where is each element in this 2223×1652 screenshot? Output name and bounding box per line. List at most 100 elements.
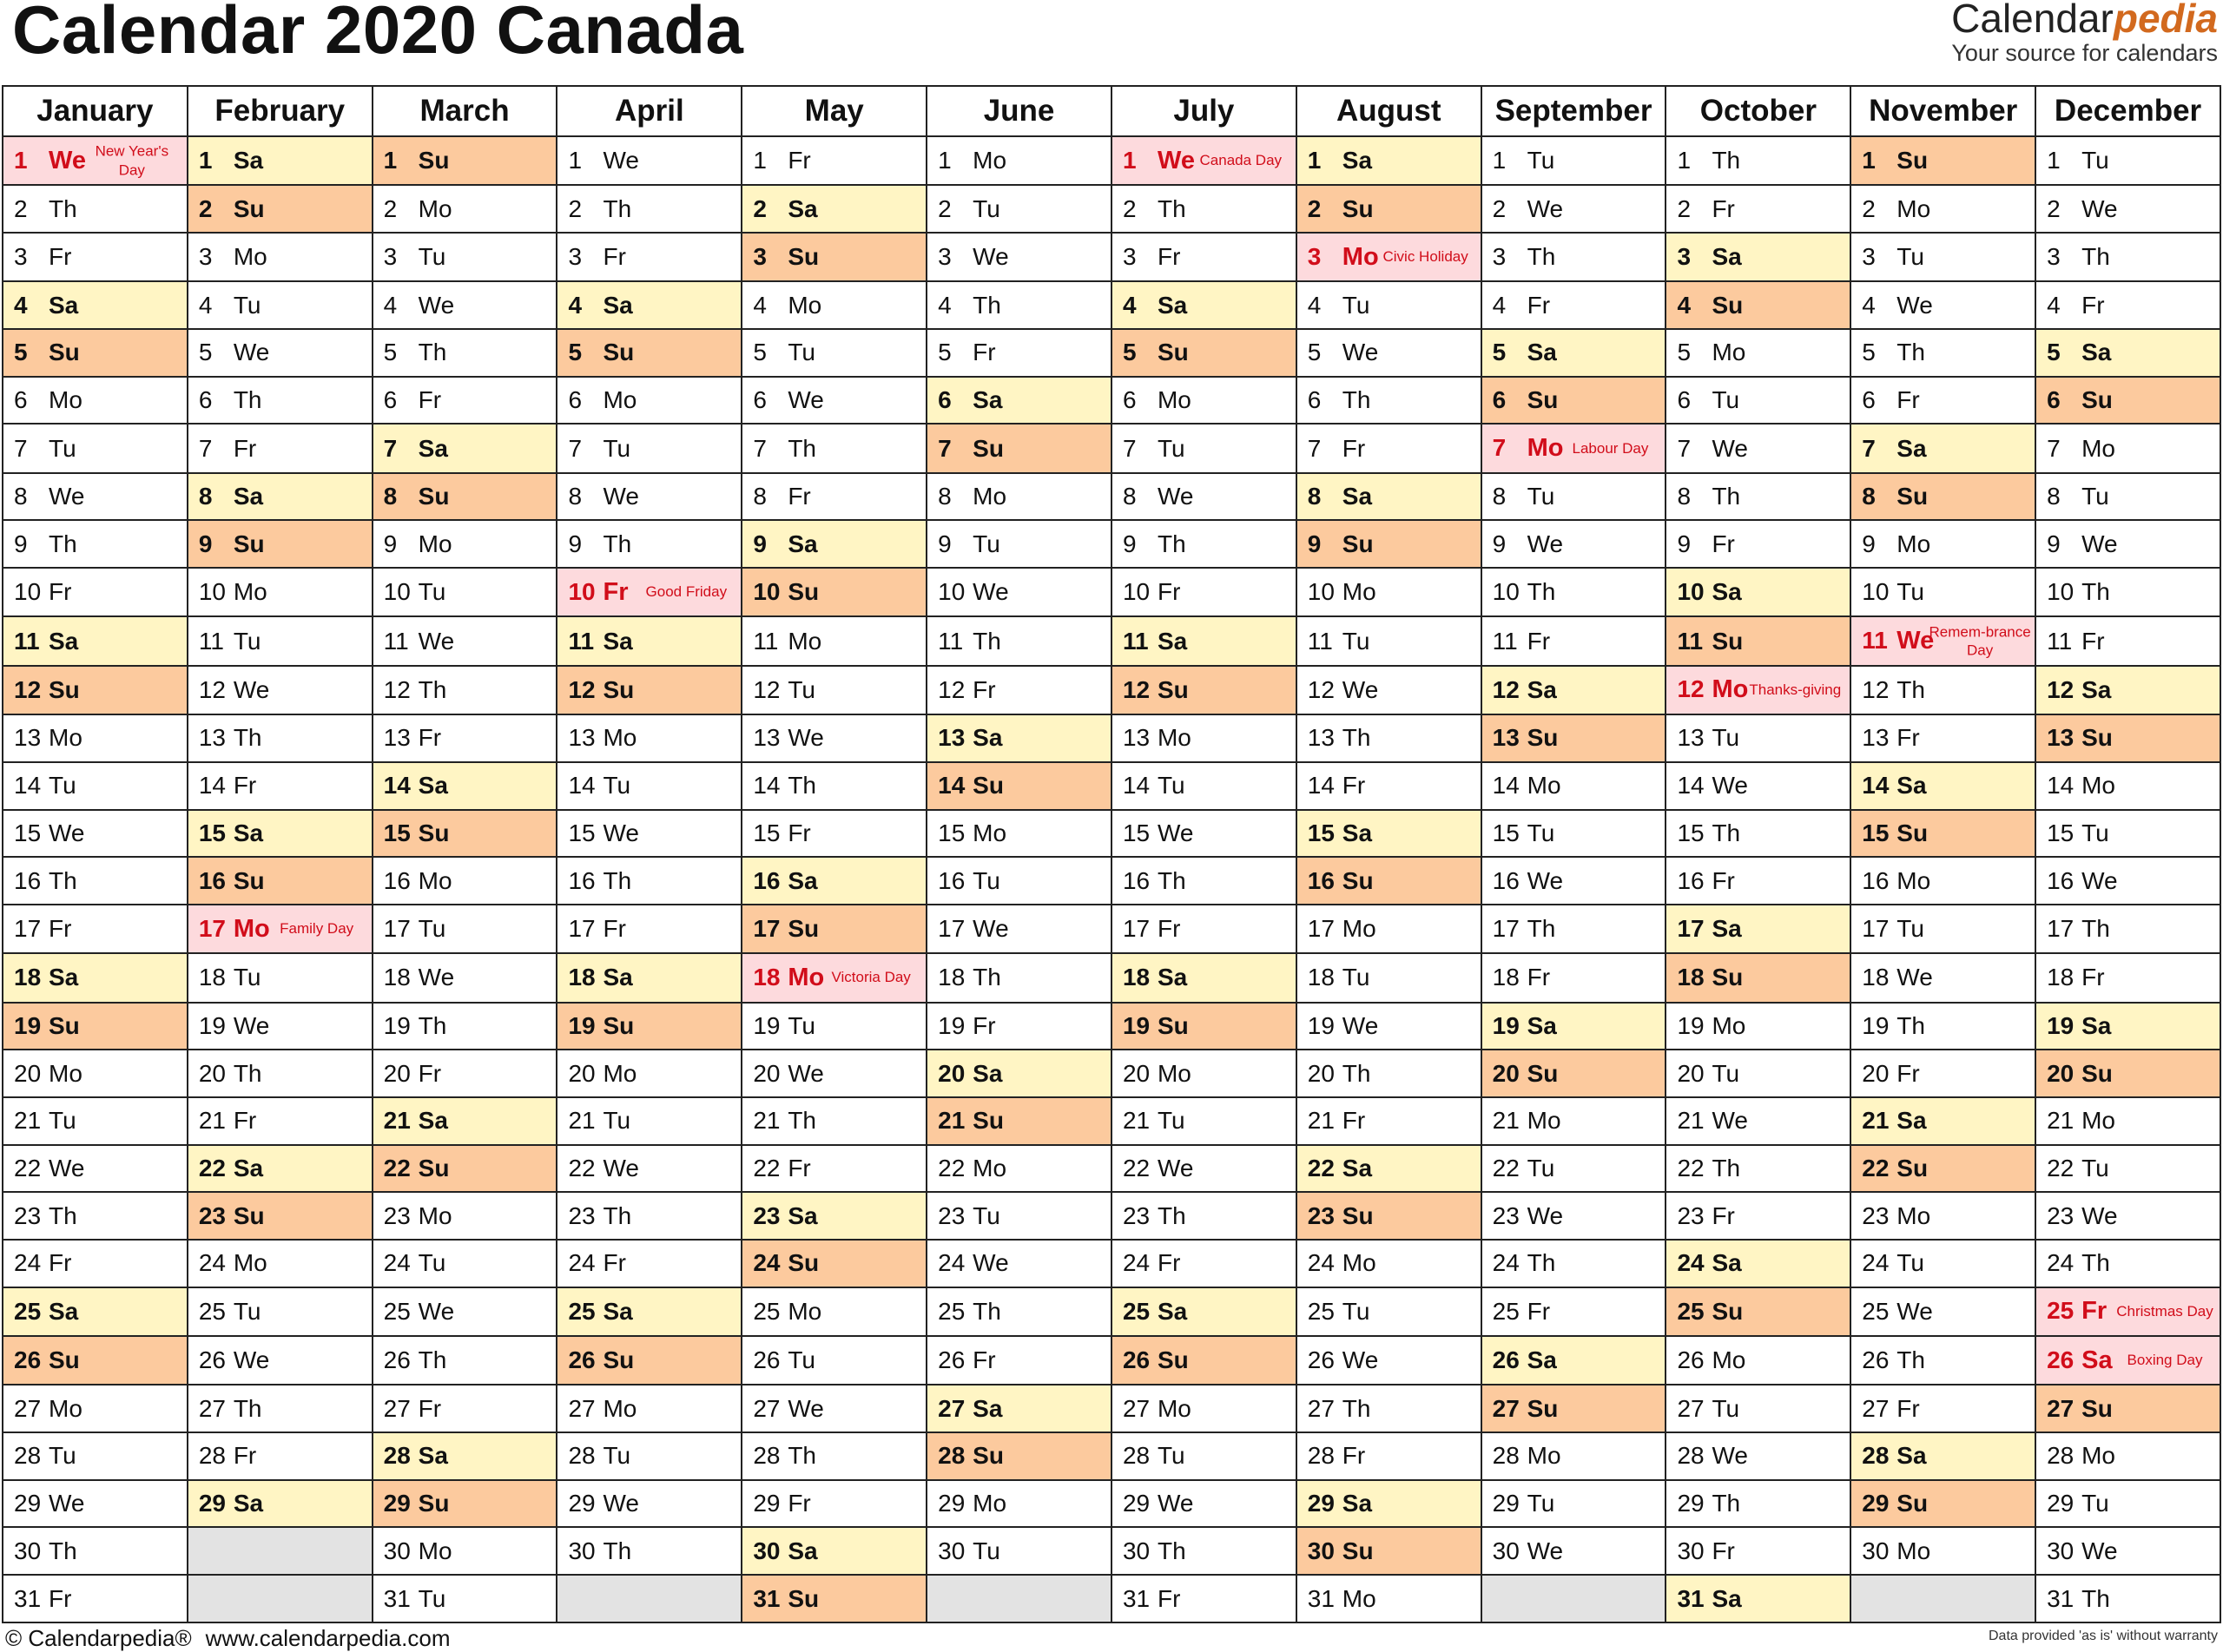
day-cell: 16 Su bbox=[186, 856, 373, 905]
day-number: 11 bbox=[198, 627, 224, 655]
weekday-label: Th bbox=[2081, 1584, 2110, 1612]
weekday-label: Fr bbox=[418, 724, 442, 752]
weekday-label: Tu bbox=[788, 339, 815, 366]
weekday-label: Th bbox=[603, 194, 632, 222]
day-number: 7 bbox=[198, 434, 213, 462]
day-cell: 26 Th bbox=[371, 1335, 558, 1386]
weekday-label: Fr bbox=[1157, 1584, 1181, 1612]
day-row: 20 Mo 20 Th 20 Fr 20 Mo 20 We 20 Sa 20 Mo 20 Th 20 Su 20 Tu… bbox=[2, 1049, 2221, 1098]
day-cell: 6 Th bbox=[186, 375, 373, 425]
day-number: 11 bbox=[753, 627, 779, 655]
day-cell: 19 Su bbox=[2, 1001, 188, 1051]
day-cell: 17 Tu bbox=[1850, 903, 2037, 955]
day-number: 10 bbox=[2047, 578, 2075, 606]
calendar-body: 1 We New Year's Day 1 Sa 1 Su 1 We 1 Fr 1 Mo 1 We Canad… bbox=[2, 135, 2221, 1623]
day-cell: 29 Tu bbox=[1480, 1478, 1667, 1529]
day-cell: 24 Fr bbox=[556, 1239, 743, 1288]
day-number: 11 bbox=[938, 627, 964, 655]
day-number: 10 bbox=[938, 578, 966, 606]
day-cell: 14 Su bbox=[926, 760, 1112, 811]
weekday-label: Mo bbox=[788, 627, 822, 655]
day-cell: 22 We bbox=[2, 1143, 188, 1194]
weekday-label: Mo bbox=[49, 1059, 82, 1087]
day-cell: 31 Fr bbox=[1110, 1574, 1297, 1623]
day-cell: 8 Sa bbox=[186, 471, 373, 522]
weekday-label: Tu bbox=[1157, 1442, 1185, 1470]
day-number: 28 bbox=[1862, 1442, 1890, 1470]
day-cell: 12 Su bbox=[556, 664, 743, 716]
day-cell: 5 Th bbox=[1850, 328, 2037, 378]
day-cell: 16 We bbox=[1480, 856, 1667, 905]
day-cell: 10 Su bbox=[741, 567, 928, 618]
day-number: 2 bbox=[753, 194, 767, 222]
weekday-label: Mo bbox=[1342, 242, 1379, 271]
day-cell: 4 Tu bbox=[1295, 280, 1482, 331]
weekday-label: We bbox=[233, 1011, 270, 1039]
day-number: 24 bbox=[753, 1249, 781, 1277]
month-header-january: January bbox=[2, 85, 188, 137]
day-cell: 10 Tu bbox=[1850, 567, 2037, 618]
day-number: 15 bbox=[2047, 819, 2075, 846]
weekday-label: Tu bbox=[1712, 724, 1740, 752]
weekday-label: Tu bbox=[2081, 147, 2109, 174]
day-number: 4 bbox=[568, 291, 583, 319]
weekday-label: Sa bbox=[1712, 243, 1742, 271]
brand-logo[interactable]: Calendarpedia Your source for calendars bbox=[1951, 0, 2218, 67]
day-number: 19 bbox=[568, 1011, 596, 1039]
weekday-label: Fr bbox=[49, 915, 72, 943]
weekday-label: We bbox=[603, 1154, 639, 1181]
day-number: 16 bbox=[1492, 866, 1520, 894]
weekday-label: Su bbox=[2081, 1059, 2113, 1087]
weekday-label: We bbox=[1157, 819, 1194, 846]
day-cell: 25 Fr bbox=[1480, 1286, 1667, 1338]
day-number: 27 bbox=[1307, 1394, 1335, 1422]
day-cell: 25 We bbox=[371, 1286, 558, 1338]
day-cell: 7 Fr bbox=[1295, 423, 1482, 474]
weekday-label: Sa bbox=[603, 1297, 633, 1325]
day-number: 12 bbox=[2047, 675, 2075, 703]
holiday-name: Remem-brance Day bbox=[1929, 622, 2031, 659]
day-cell: 6 Mo bbox=[2, 375, 188, 425]
day-number: 28 bbox=[938, 1442, 966, 1470]
footer-url-link[interactable]: www.calendarpedia.com bbox=[205, 1625, 451, 1651]
day-cell: 11 Tu bbox=[186, 615, 373, 667]
day-cell: 13 Su bbox=[2035, 714, 2221, 763]
day-cell: 5 Tu bbox=[741, 328, 928, 378]
weekday-label: Mo bbox=[2081, 1442, 2116, 1470]
day-cell: 28 Tu bbox=[2, 1432, 188, 1481]
weekday-label: We bbox=[2081, 194, 2118, 222]
weekday-label: We bbox=[1712, 434, 1748, 462]
weekday-label: Su bbox=[1712, 291, 1744, 319]
day-cell: 2 Tu bbox=[926, 184, 1112, 234]
day-number: 17 bbox=[1677, 915, 1705, 943]
day-cell: 19 Sa bbox=[2035, 1001, 2221, 1051]
holiday-cell: 12 Mo Thanks-giving bbox=[1665, 664, 1852, 716]
day-number: 29 bbox=[1677, 1490, 1705, 1517]
day-cell: 26 Th bbox=[1850, 1335, 2037, 1386]
day-number: 31 bbox=[1307, 1584, 1335, 1612]
day-number: 16 bbox=[1862, 866, 1890, 894]
day-number: 1 bbox=[198, 147, 213, 174]
day-cell: 11 Fr bbox=[2035, 615, 2221, 667]
brand-name-prefix: Calendar bbox=[1951, 0, 2114, 41]
day-number: 2 bbox=[568, 194, 583, 222]
weekday-label: Fr bbox=[1712, 1537, 1735, 1564]
holiday-cell: 25 Fr Christmas Day bbox=[2035, 1286, 2221, 1338]
day-cell: 20 Mo bbox=[556, 1049, 743, 1098]
day-cell: 14 Mo bbox=[1480, 760, 1667, 811]
day-cell: 18 Fr bbox=[1480, 952, 1667, 1004]
day-cell: 8 Th bbox=[1665, 471, 1852, 522]
day-cell: 27 Mo bbox=[1110, 1384, 1297, 1434]
day-cell: 2 Mo bbox=[371, 184, 558, 234]
weekday-label: Fr bbox=[1342, 434, 1366, 462]
day-cell: 3 Th bbox=[2035, 232, 2221, 283]
day-cell: 9 Th bbox=[1110, 519, 1297, 569]
weekday-label: Th bbox=[973, 964, 1001, 991]
day-cell: 6 Su bbox=[2035, 375, 2221, 425]
day-cell: 22 Tu bbox=[2035, 1143, 2221, 1194]
weekday-label: Su bbox=[418, 1154, 450, 1181]
empty-day-cell bbox=[186, 1574, 373, 1623]
day-number: 21 bbox=[1677, 1107, 1705, 1135]
weekday-label: Su bbox=[1342, 866, 1374, 894]
day-cell: 24 Tu bbox=[1850, 1239, 2037, 1288]
